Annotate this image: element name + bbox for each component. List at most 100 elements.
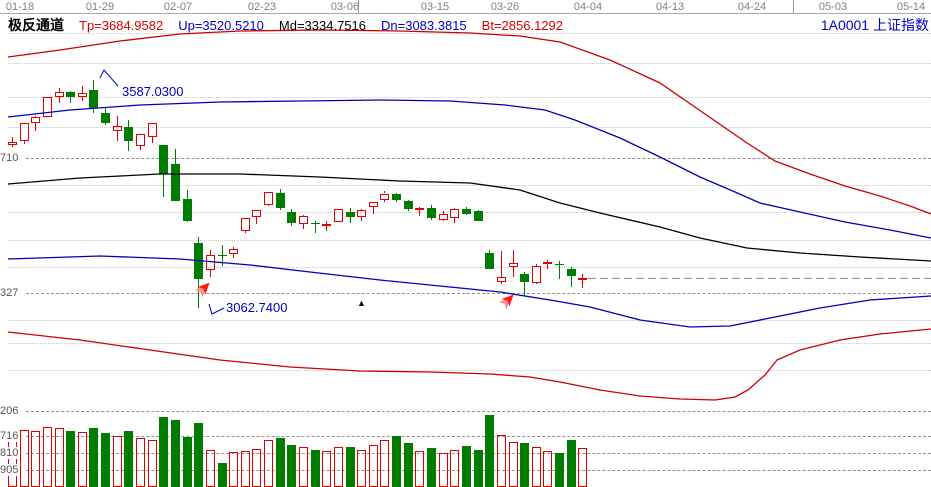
candle — [346, 212, 355, 218]
candle — [299, 216, 308, 225]
candle — [485, 253, 494, 270]
volume-bar — [287, 444, 296, 487]
volume-bar — [509, 442, 518, 487]
candle-wick — [513, 266, 514, 277]
volume-bar — [462, 445, 471, 487]
indicator-legend: 极反通道 Tp=3684.9582 Up=3520.5210 Md=3334.751… — [8, 15, 563, 35]
candle — [474, 211, 483, 221]
annotation-low-price: 3062.7400 — [226, 300, 288, 315]
date-label: 05-14 — [896, 1, 926, 13]
volume-bar — [124, 430, 133, 487]
gridline-dotted — [8, 127, 931, 128]
volume-bar — [555, 453, 564, 487]
gridline-dotted — [8, 267, 931, 268]
candle — [31, 117, 40, 123]
date-label: 03-15 — [420, 1, 450, 13]
collapsed-note-triangle-icon[interactable]: ▲ — [357, 298, 366, 308]
candle — [392, 194, 401, 201]
candle — [555, 263, 564, 265]
price-axis-gridline — [26, 293, 931, 294]
candle — [509, 263, 518, 267]
candle — [218, 254, 227, 256]
candle — [334, 209, 343, 223]
candle — [101, 113, 110, 124]
symbol-box[interactable]: 1A0001 上证指数 — [821, 15, 929, 35]
candle — [543, 262, 552, 265]
candle — [567, 269, 576, 277]
volume-bar — [392, 435, 401, 487]
candle — [322, 223, 331, 226]
candle — [497, 277, 506, 282]
indicator-param: Md=3334.7516 — [278, 18, 366, 33]
candle-wick — [82, 85, 83, 93]
candle — [439, 213, 448, 220]
date-axis[interactable]: 01-18 01-29 02-07 02-23 03-06 03-15 03-26 04-04… — [0, 0, 931, 14]
candle-wick — [501, 281, 502, 284]
volume-bar — [66, 430, 75, 487]
volume-axis-gridline — [26, 411, 931, 412]
candle — [415, 208, 424, 211]
volume-bar — [380, 439, 389, 487]
annotation-pointer — [99, 69, 119, 87]
volume-axis-label: 716 — [0, 430, 20, 442]
candle-wick — [210, 269, 211, 278]
volume-bar — [183, 437, 192, 487]
volume-bar — [55, 428, 64, 487]
candle — [241, 218, 250, 232]
volume-bar — [369, 444, 378, 487]
volume-bar — [101, 433, 110, 487]
date-label: 01-18 — [5, 1, 35, 13]
gridline-dotted — [8, 63, 931, 64]
candle-wick — [140, 145, 141, 151]
candle — [136, 134, 145, 146]
volume-bar — [450, 449, 459, 487]
volume-bar — [485, 415, 494, 487]
volume-bar — [78, 432, 87, 487]
candle — [20, 123, 29, 142]
candle — [520, 274, 529, 283]
date-axis-tick — [358, 0, 359, 13]
volume-bar — [113, 435, 122, 487]
candle — [43, 97, 52, 117]
candle — [578, 278, 587, 281]
candle-wick — [513, 250, 514, 264]
volume-axis-label: 810 — [0, 447, 20, 459]
date-label: 03-26 — [490, 1, 520, 13]
candle — [462, 209, 471, 214]
date-axis-tick — [793, 0, 794, 13]
candle — [427, 207, 436, 219]
candle — [369, 201, 378, 207]
date-label: 03-06 — [330, 1, 360, 13]
volume-bar — [311, 450, 320, 487]
volume-bar — [159, 417, 168, 487]
price-axis-label: 327 — [0, 287, 20, 299]
indicator-name: 极反通道 — [8, 17, 64, 33]
candle-wick — [443, 219, 444, 222]
candle — [113, 126, 122, 131]
volume-axis-label: 905 — [0, 464, 20, 476]
candle — [276, 192, 285, 209]
candle — [66, 92, 75, 97]
candle — [380, 193, 389, 201]
date-label: 04-04 — [573, 1, 603, 13]
candle — [89, 90, 98, 108]
gridline-dotted — [8, 370, 931, 371]
candle-wick — [582, 279, 583, 289]
indicator-param: Up=3520.5210 — [178, 18, 264, 33]
volume-bar — [31, 430, 40, 487]
volume-bar — [241, 450, 250, 487]
volume-bar — [264, 439, 273, 487]
candle-wick — [117, 116, 118, 127]
candle-wick — [536, 283, 537, 284]
candle — [252, 209, 261, 218]
candle — [450, 209, 459, 219]
candle-wick — [35, 122, 36, 132]
candle-wick — [547, 264, 548, 269]
candle — [532, 265, 541, 284]
candle — [229, 248, 238, 254]
candle — [55, 91, 64, 97]
candle-wick — [419, 209, 420, 217]
volume-bar — [276, 437, 285, 487]
